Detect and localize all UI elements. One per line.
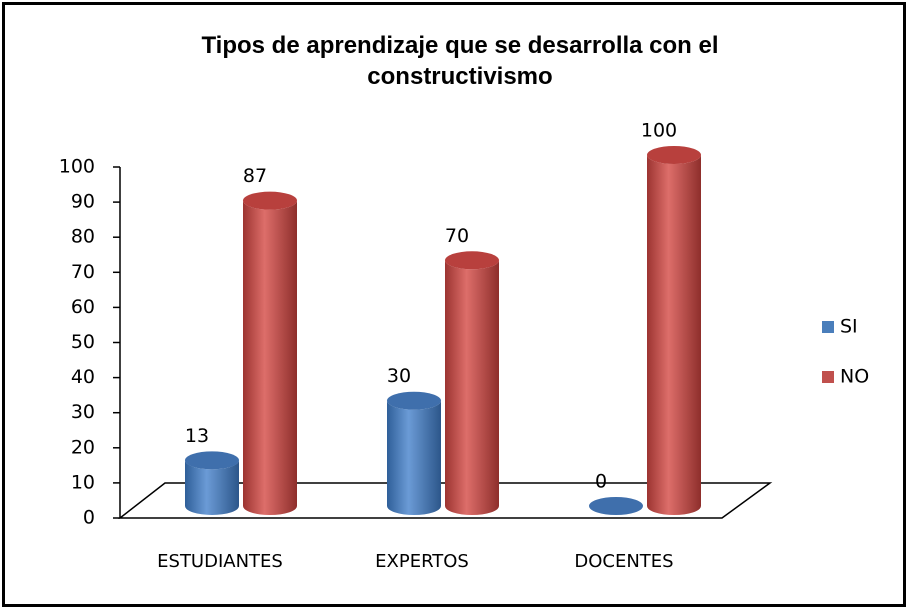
y-tick-label: 80 [71, 226, 95, 248]
y-tick-label: 100 [59, 156, 95, 178]
x-tick-label: EXPERTOS [375, 551, 469, 572]
x-tick-label: ESTUDIANTES [157, 551, 283, 572]
y-tick-label: 40 [71, 366, 95, 388]
bar [185, 460, 239, 515]
data-label: 0 [595, 471, 607, 493]
legend-label: NO [840, 366, 869, 388]
bar-cap [445, 251, 499, 270]
bar [387, 400, 441, 515]
legend-swatch [822, 321, 834, 333]
bar-cap [243, 191, 297, 210]
y-tick-label: 60 [71, 296, 95, 318]
y-tick-label: 90 [71, 191, 95, 213]
bar-cap [387, 391, 441, 410]
data-label: 30 [387, 365, 411, 387]
y-tick-label: 30 [71, 401, 95, 423]
y-tick-label: 0 [83, 507, 95, 529]
legend-label: SI [840, 316, 858, 338]
bar-cap [647, 146, 701, 164]
chart-title: Tipos de aprendizaje que se desarrolla c… [201, 32, 719, 90]
data-label: 87 [243, 165, 267, 187]
bar-cap [589, 497, 643, 515]
y-tick-label: 70 [71, 261, 95, 283]
y-tick-label: 10 [71, 471, 95, 493]
bar [647, 155, 701, 515]
legend-swatch [822, 371, 834, 383]
data-label: 13 [185, 425, 209, 447]
x-tick-label: DOCENTES [574, 551, 673, 572]
bar [445, 260, 499, 515]
y-tick-label: 20 [71, 436, 95, 458]
y-tick-label: 50 [71, 331, 95, 353]
data-label: 70 [445, 225, 469, 247]
bar-cap [185, 451, 239, 470]
bar [243, 200, 297, 515]
data-label: 100 [641, 120, 677, 142]
